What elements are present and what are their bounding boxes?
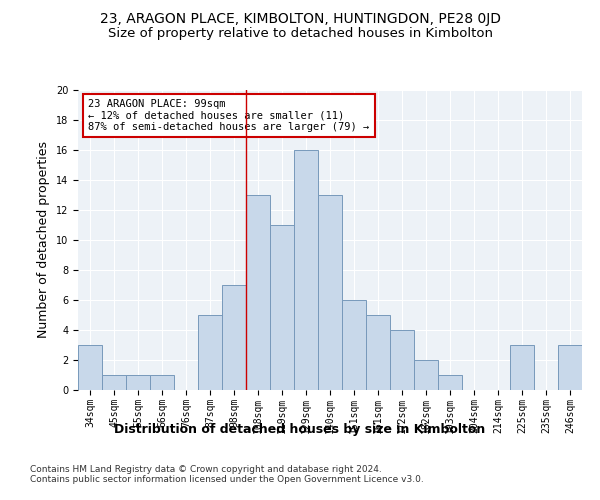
Bar [438, 375, 462, 390]
Bar [126, 375, 150, 390]
Bar [558, 345, 582, 390]
Bar [366, 315, 390, 390]
Bar [318, 195, 342, 390]
Text: Size of property relative to detached houses in Kimbolton: Size of property relative to detached ho… [107, 28, 493, 40]
Bar [270, 225, 294, 390]
Bar [78, 345, 102, 390]
Bar [102, 375, 126, 390]
Bar [414, 360, 438, 390]
Text: 23, ARAGON PLACE, KIMBOLTON, HUNTINGDON, PE28 0JD: 23, ARAGON PLACE, KIMBOLTON, HUNTINGDON,… [100, 12, 500, 26]
Bar [150, 375, 174, 390]
Text: 23 ARAGON PLACE: 99sqm
← 12% of detached houses are smaller (11)
87% of semi-det: 23 ARAGON PLACE: 99sqm ← 12% of detached… [88, 99, 370, 132]
Text: Contains HM Land Registry data © Crown copyright and database right 2024.
Contai: Contains HM Land Registry data © Crown c… [30, 465, 424, 484]
Text: Distribution of detached houses by size in Kimbolton: Distribution of detached houses by size … [115, 422, 485, 436]
Bar [222, 285, 246, 390]
Bar [198, 315, 222, 390]
Bar [390, 330, 414, 390]
Bar [294, 150, 318, 390]
Y-axis label: Number of detached properties: Number of detached properties [37, 142, 50, 338]
Bar [510, 345, 534, 390]
Bar [342, 300, 366, 390]
Bar [246, 195, 270, 390]
